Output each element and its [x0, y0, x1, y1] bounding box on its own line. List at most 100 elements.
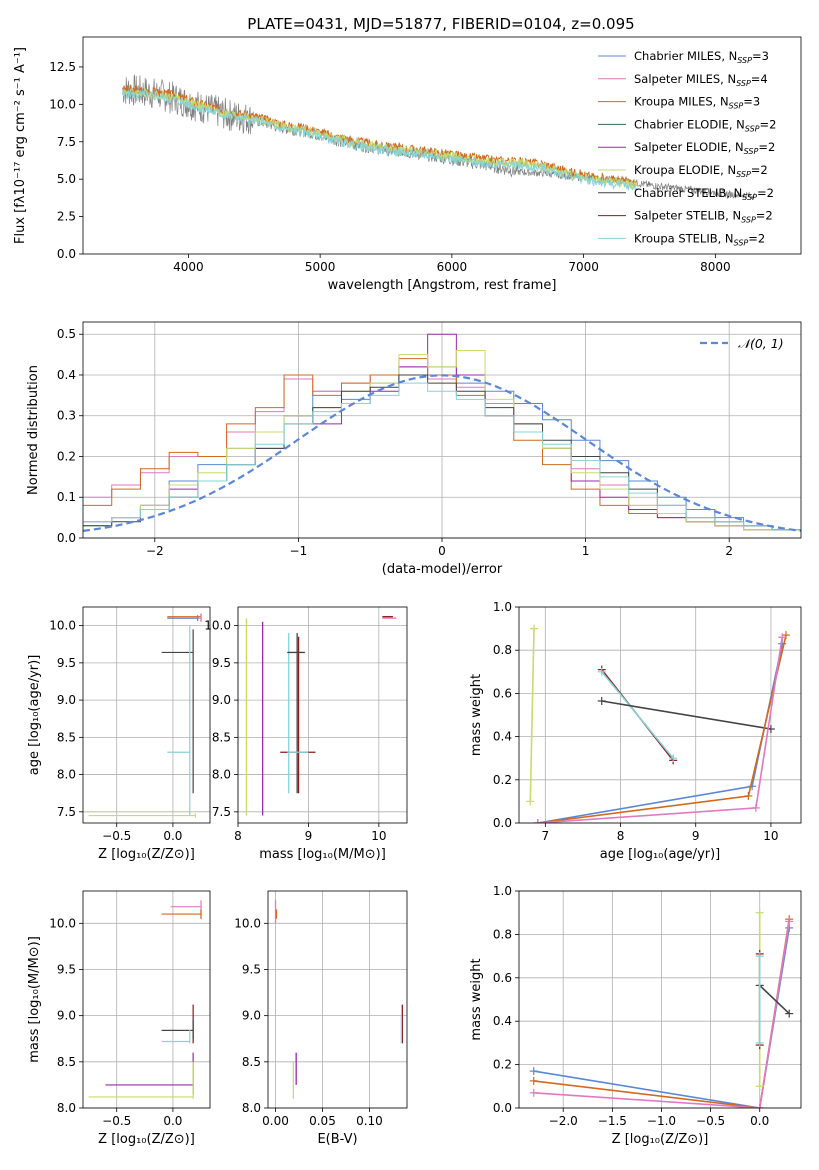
y-tick-label: 1.0	[493, 600, 512, 614]
y-tick-label: 10.0	[204, 619, 231, 633]
panel-mass-weight-vs-Z: −2.0 −1.5 −1.0 −0.5 0.0 0.0 0.2 0.4 0.6 0.8 1.0 Z […	[469, 884, 802, 1147]
y-tick-label: 0.4	[493, 1014, 512, 1028]
y-tick-label: 5.0	[57, 172, 76, 186]
panel-residuals: −2 −1 0 1 2 0.0 0.1 0.2 0.3 0.4 0.5 (data-model)/er…	[26, 321, 802, 577]
x-tick-label: −1	[290, 544, 308, 558]
y-tick-label: 0.5	[57, 327, 76, 341]
x-tick-label: 0	[438, 544, 446, 558]
series-line-6	[759, 984, 790, 1015]
y-tick-label: 1.0	[493, 884, 512, 898]
axes-frame	[82, 321, 802, 539]
y-tick-label: 7.5	[212, 805, 231, 819]
y-tick-label: 10.0	[49, 97, 76, 111]
series-line-1	[533, 921, 790, 1108]
y-tick-label: 9.0	[57, 693, 76, 707]
x-tick-label: 0.0	[750, 1114, 769, 1128]
legend-entry: Chabrier ELODIE, NSSP=2	[634, 117, 776, 133]
axes-frame	[237, 606, 408, 824]
y-tick-label: 0.6	[493, 971, 512, 985]
y-tick-label: 0.0	[493, 1101, 512, 1115]
x-tick-label: 0.0	[163, 1114, 182, 1128]
y-tick-label: 0.4	[493, 730, 512, 744]
y-tick-label: 8.5	[242, 1055, 261, 1069]
y-tick-label: 7.5	[57, 135, 76, 149]
y-tick-label: 12.5	[49, 60, 76, 74]
y-tick-label: 8.5	[212, 730, 231, 744]
x-tick-label: 0.0	[163, 829, 182, 843]
model-spectrum-8	[122, 89, 637, 192]
y-tick-label: 0.0	[493, 816, 512, 830]
y-tick-label: 8.0	[57, 768, 76, 782]
x-tick-label: −1.5	[598, 1114, 627, 1128]
x-tick-label: 0.10	[356, 1114, 383, 1128]
y-axis-label: mass weight	[469, 958, 484, 1040]
plot-area	[274, 900, 403, 1099]
x-tick-label: 0.05	[309, 1114, 336, 1128]
x-tick-label: 8	[234, 829, 242, 843]
x-tick-label: −2	[146, 544, 164, 558]
legend-entry: Chabrier MILES, NSSP=3	[634, 49, 769, 65]
x-tick-label: 6000	[437, 260, 468, 274]
y-tick-label: 7.5	[57, 805, 76, 819]
legend: Chabrier MILES, NSSP=3 Salpeter MILES, NS…	[598, 49, 776, 247]
gaussian-curve	[83, 374, 801, 532]
x-tick-label: −0.5	[102, 1114, 131, 1128]
x-tick-label: 10	[763, 829, 778, 843]
histogram-8	[83, 382, 801, 531]
panel-age-vs-Z: −0.5 0.0 7.5 8.0 8.5 9.0 9.5 10.0 Z [log₁₀(Z/Z⊙)…	[27, 606, 211, 862]
y-tick-label: 0.0	[57, 247, 76, 261]
y-tick-label: 9.5	[57, 962, 76, 976]
x-tick-label: 8	[617, 829, 625, 843]
x-tick-label: −0.5	[696, 1114, 725, 1128]
x-axis-label: wavelength [Angstrom, rest frame]	[328, 278, 557, 293]
legend-entry: 𝒩(0, 1)	[738, 336, 784, 351]
y-tick-label: 9.0	[242, 1009, 261, 1023]
y-tick-label: 2.5	[57, 210, 76, 224]
panels: 4000 5000 6000 7000 80000.02.55.07.510.012.5…	[13, 36, 802, 1147]
plot-area	[245, 616, 397, 816]
y-tick-label: 0.3	[57, 409, 76, 423]
x-tick-label: 8000	[700, 260, 731, 274]
histogram-5	[83, 350, 801, 531]
legend-entry: Chabrier STELIB, NSSP=2	[634, 186, 774, 202]
x-tick-label: −2.0	[549, 1114, 578, 1128]
y-tick-label: 9.0	[212, 693, 231, 707]
x-tick-label: 0.00	[262, 1114, 289, 1128]
axes-frame	[518, 890, 802, 1109]
plot-area	[83, 333, 801, 532]
x-tick-label: 1	[582, 544, 590, 558]
plot-area	[88, 900, 202, 1099]
y-tick-label: 0.8	[493, 643, 512, 657]
legend: 𝒩(0, 1)	[700, 336, 784, 351]
legend-entry: Kroupa ELODIE, NSSP=2	[634, 163, 768, 179]
axes-frame	[267, 890, 408, 1109]
legend-entry: Salpeter STELIB, NSSP=2	[634, 209, 773, 225]
x-axis-label: (data-model)/error	[382, 562, 503, 577]
x-tick-label: 7	[541, 829, 549, 843]
y-tick-label: 9.0	[57, 1009, 76, 1023]
y-tick-label: 0.1	[57, 490, 76, 504]
plot-area	[88, 613, 202, 818]
y-axis-label: age [log₁₀(age/yr)]	[27, 655, 42, 776]
y-tick-label: 0.8	[493, 927, 512, 941]
series-line-1	[537, 637, 783, 823]
y-tick-label: 8.5	[57, 1055, 76, 1069]
series-line-5	[529, 628, 535, 802]
x-tick-label: 4000	[173, 260, 204, 274]
x-tick-label: −0.5	[102, 829, 131, 843]
x-axis-label: E(B-V)	[317, 1132, 357, 1147]
legend-entry: Salpeter ELODIE, NSSP=2	[634, 140, 775, 156]
y-tick-label: 0.2	[493, 773, 512, 787]
legend-entry: Kroupa MILES, NSSP=3	[634, 95, 760, 111]
axes-frame	[518, 606, 802, 824]
x-tick-label: 2	[725, 544, 733, 558]
y-tick-label: 8.0	[57, 1101, 76, 1115]
x-tick-label: −1.0	[647, 1114, 676, 1128]
y-tick-label: 10.0	[49, 916, 76, 930]
panel-mass-vs-Z: −0.5 0.0 8.0 8.5 9.0 9.5 10.0 Z [log₁₀(Z/Z⊙)] ma…	[27, 890, 211, 1147]
y-axis-label: mass weight	[469, 674, 484, 756]
legend-entry: Salpeter MILES, NSSP=4	[634, 72, 768, 88]
x-axis-label: Z [log₁₀(Z/Z⊙)]	[98, 1132, 195, 1147]
x-axis-label: age [log₁₀(age/yr)]	[600, 847, 721, 862]
